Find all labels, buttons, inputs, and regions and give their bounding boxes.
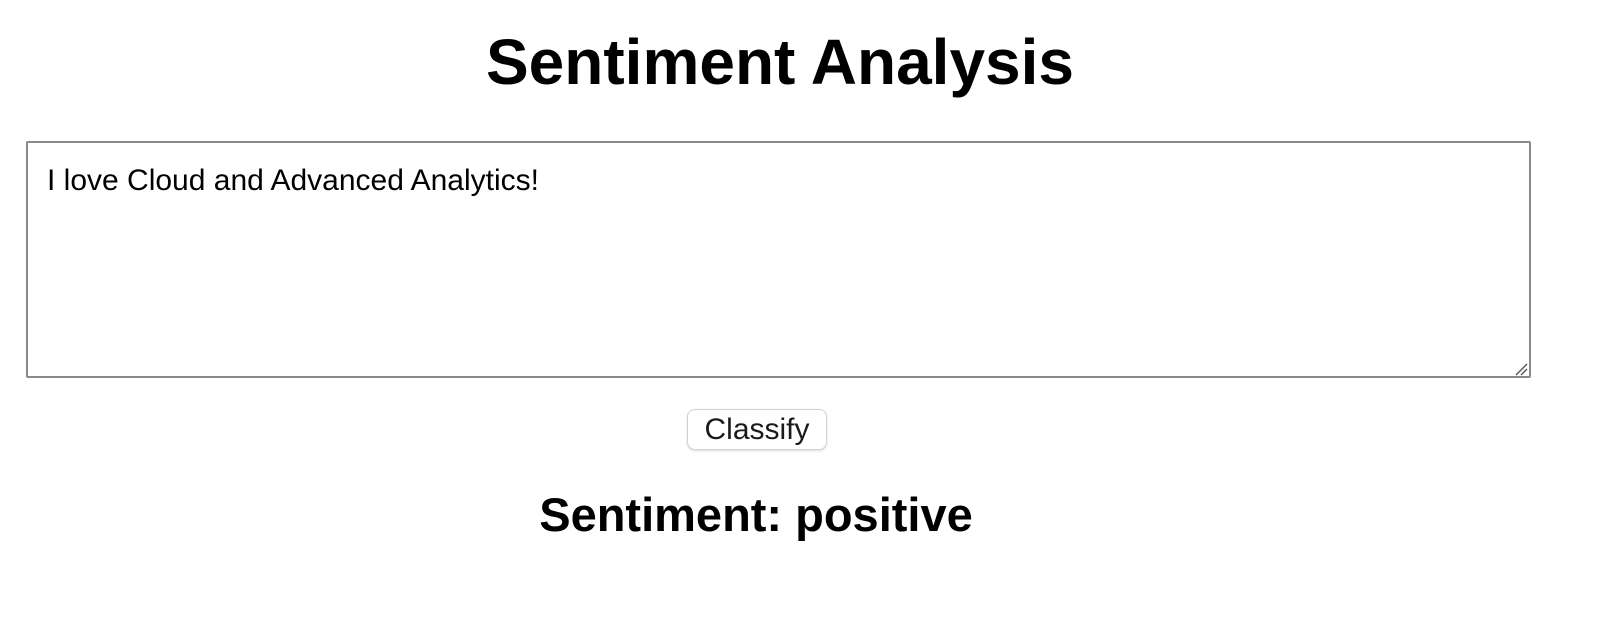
classify-button[interactable]: Classify [687, 409, 827, 450]
resize-handle-icon[interactable] [1512, 360, 1528, 376]
sentiment-text-input[interactable]: I love Cloud and Advanced Analytics! [26, 141, 1531, 378]
page-title: Sentiment Analysis [485, 26, 1075, 98]
sentiment-result: Sentiment: positive [539, 488, 973, 541]
